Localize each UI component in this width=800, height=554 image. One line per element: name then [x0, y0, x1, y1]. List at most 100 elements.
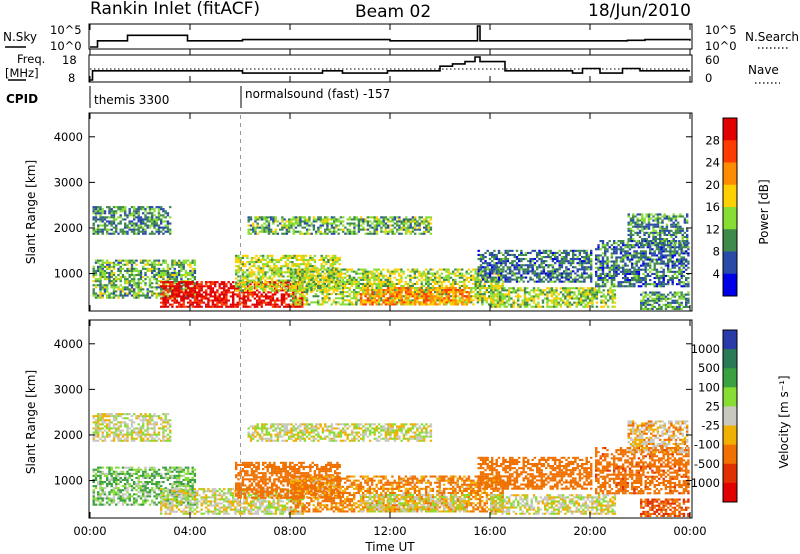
heatmap-cell	[479, 274, 483, 277]
heatmap-cell	[434, 280, 437, 283]
heatmap-cell	[236, 303, 239, 306]
heatmap-cell	[227, 289, 230, 292]
heatmap-cell	[484, 280, 487, 283]
heatmap-cell	[515, 266, 519, 269]
heatmap-cell	[124, 276, 127, 279]
heatmap-cell	[611, 299, 614, 302]
heatmap-cell	[490, 305, 493, 308]
heatmap-cell	[595, 289, 599, 292]
heatmap-cell	[586, 303, 590, 306]
heatmap-cell	[608, 260, 611, 263]
heatmap-cell	[585, 253, 588, 256]
heatmap-cell	[414, 232, 417, 235]
heatmap-cell	[535, 293, 538, 296]
heatmap-cell	[173, 291, 176, 294]
heatmap-cell	[321, 303, 324, 306]
heatmap-cell	[271, 267, 274, 270]
heatmap-cell	[308, 268, 311, 271]
heatmap-cell	[416, 276, 419, 279]
heatmap-cell	[400, 287, 403, 290]
heatmap-cell	[360, 301, 363, 304]
heatmap-cell	[431, 280, 435, 283]
heatmap-cell	[491, 276, 494, 279]
heatmap-cell	[155, 282, 158, 285]
heatmap-cell	[348, 301, 351, 304]
heatmap-cell	[229, 295, 233, 298]
heatmap-cell	[560, 272, 564, 275]
heatmap-cell	[526, 301, 529, 304]
heatmap-cell	[268, 267, 272, 270]
heatmap-cell	[337, 232, 340, 235]
heatmap-cell	[447, 299, 451, 302]
heatmap-cell	[153, 292, 156, 295]
heatmap-cell	[128, 210, 131, 213]
heatmap-cell	[429, 295, 433, 298]
heatmap-cell	[328, 228, 331, 231]
heatmap-cell	[493, 264, 496, 267]
heatmap-cell	[610, 268, 614, 271]
heatmap-cell	[112, 271, 116, 274]
heatmap-cell	[493, 262, 496, 265]
heatmap-cell	[166, 274, 170, 277]
heatmap-cell	[257, 271, 260, 274]
heatmap-cell	[395, 282, 399, 285]
heatmap-cell	[332, 276, 336, 279]
heatmap-cell	[290, 299, 293, 302]
heatmap-cell	[121, 286, 125, 289]
heatmap-cell	[427, 278, 430, 281]
heatmap-cell	[531, 258, 534, 261]
heatmap-cell	[135, 269, 138, 272]
heatmap-cell	[595, 270, 598, 273]
heatmap-cell	[335, 270, 338, 273]
heatmap-cell	[574, 258, 577, 261]
heatmap-cell	[483, 284, 486, 287]
heatmap-cell	[180, 274, 183, 277]
heatmap-cell	[265, 295, 268, 298]
heatmap-cell	[157, 216, 161, 219]
heatmap-cell	[551, 258, 555, 261]
heatmap-cell	[626, 250, 629, 253]
heatmap-cell	[119, 271, 122, 274]
heatmap-cell	[378, 295, 381, 298]
heatmap-cell	[436, 295, 439, 298]
heatmap-cell	[241, 271, 245, 274]
heatmap-cell	[443, 280, 446, 283]
heatmap-cell	[130, 269, 134, 272]
heatmap-cell	[171, 295, 174, 298]
heatmap-cell	[371, 299, 374, 302]
heatmap-cell	[304, 263, 308, 266]
heatmap-cell	[151, 265, 154, 268]
heatmap-cell	[360, 224, 363, 227]
heatmap-cell	[595, 295, 599, 298]
heatmap-cell	[458, 274, 462, 277]
heatmap-cell	[339, 291, 342, 294]
heatmap-cell	[124, 208, 127, 211]
heatmap-cell	[325, 254, 328, 257]
heatmap-cell	[452, 284, 455, 287]
heatmap-cell	[346, 303, 349, 306]
heatmap-cell	[288, 228, 291, 231]
heatmap-cell	[565, 278, 568, 281]
heatmap-cell	[586, 301, 590, 304]
heatmap-cell	[115, 228, 118, 231]
heatmap-cell	[391, 228, 394, 231]
heatmap-cell	[522, 264, 525, 267]
heatmap-cell	[505, 289, 509, 292]
heatmap-cell	[458, 287, 462, 290]
heatmap-cell	[407, 287, 410, 290]
heatmap-cell	[110, 284, 113, 287]
heatmap-cell	[283, 295, 286, 298]
heatmap-cell	[461, 297, 464, 300]
heatmap-cell	[537, 305, 540, 308]
heatmap-cell	[178, 259, 181, 262]
heatmap-cell	[108, 292, 111, 295]
heatmap-cell	[377, 303, 381, 306]
heatmap-cell	[223, 295, 226, 298]
heatmap-cell	[263, 228, 266, 231]
heatmap-cell	[273, 271, 276, 274]
heatmap-cell	[106, 288, 109, 291]
heatmap-cell	[196, 285, 199, 288]
heatmap-cell	[610, 252, 614, 255]
heatmap-cell	[247, 218, 250, 221]
heatmap-cell	[405, 289, 408, 292]
